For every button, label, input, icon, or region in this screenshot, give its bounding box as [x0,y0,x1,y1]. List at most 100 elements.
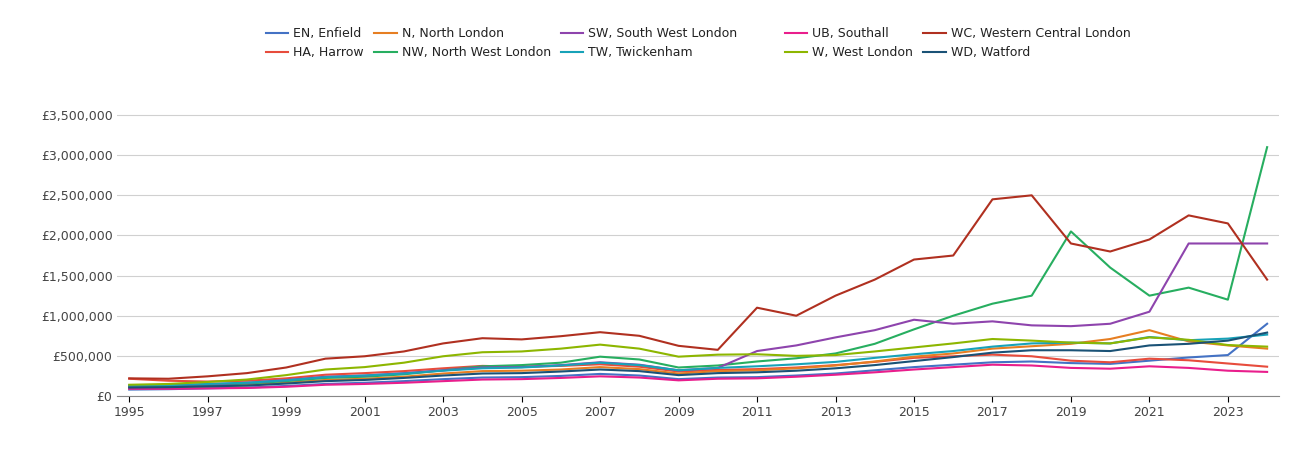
WD, Watford [632,369,647,374]
NW, North West London [395,372,411,377]
SW, South West London [1024,323,1040,328]
SW, South West London [278,377,294,382]
SW, South West London [632,362,647,367]
N, North London [395,374,411,379]
UB, Southall [356,381,372,387]
N, North London [317,377,333,382]
UB, Southall [867,369,882,375]
TW, Twickenham [239,380,254,386]
EN, Enfield [1142,358,1158,364]
HA, Harrow [985,352,1001,357]
TW, Twickenham [788,362,804,367]
TW, Twickenham [317,374,333,380]
UB, Southall [200,386,215,391]
HA, Harrow [200,379,215,384]
N, North London [710,369,726,374]
W, West London [239,377,254,382]
EN, Enfield [945,362,960,367]
W, West London [985,336,1001,342]
W, West London [200,379,215,385]
W, West London [1024,338,1040,343]
UB, Southall [906,367,921,372]
TW, Twickenham [710,365,726,371]
N, North London [356,376,372,382]
NW, North West London [1259,144,1275,150]
Line: N, North London: N, North London [129,330,1267,387]
SW, South West London [1220,241,1236,246]
Line: NW, North West London: NW, North West London [129,147,1267,387]
TW, Twickenham [395,371,411,376]
SW, South West London [1181,241,1197,246]
UB, Southall [1103,366,1118,371]
N, North London [827,363,843,368]
W, West London [395,360,411,365]
W, West London [1142,335,1158,340]
EN, Enfield [395,378,411,384]
SW, South West London [906,317,921,323]
SW, South West London [436,368,452,373]
UB, Southall [1181,365,1197,371]
EN, Enfield [710,375,726,380]
N, North London [121,385,137,390]
W, West London [1103,341,1118,346]
SW, South West London [1064,324,1079,329]
W, West London [671,354,686,360]
NW, North West London [985,301,1001,306]
EN, Enfield [475,375,491,380]
WD, Watford [592,367,608,372]
HA, Harrow [671,369,686,374]
EN, Enfield [278,383,294,389]
WD, Watford [475,371,491,376]
UB, Southall [121,386,137,391]
W, West London [710,352,726,357]
WD, Watford [514,370,530,376]
WC, Western Central London [356,354,372,359]
Line: EN, Enfield: EN, Enfield [129,324,1267,390]
TW, Twickenham [200,381,215,387]
SW, South West London [200,382,215,387]
EN, Enfield [514,374,530,380]
UB, Southall [1142,364,1158,369]
EN, Enfield [161,387,176,392]
HA, Harrow [317,372,333,378]
WC, Western Central London [710,347,726,352]
TW, Twickenham [514,365,530,370]
HA, Harrow [553,363,569,369]
W, West London [1064,340,1079,345]
EN, Enfield [356,380,372,386]
NW, North West London [632,357,647,362]
Line: WC, Western Central London: WC, Western Central London [129,195,1267,379]
WD, Watford [827,365,843,371]
TW, Twickenham [632,362,647,368]
HA, Harrow [1024,354,1040,359]
WD, Watford [553,369,569,374]
EN, Enfield [317,381,333,387]
TW, Twickenham [475,365,491,371]
HA, Harrow [121,376,137,382]
WD, Watford [436,373,452,378]
WC, Western Central London [1064,241,1079,246]
WD, Watford [121,385,137,390]
HA, Harrow [632,364,647,369]
HA, Harrow [1181,358,1197,363]
SW, South West London [749,348,765,354]
WD, Watford [1142,343,1158,348]
N, North London [161,384,176,390]
N, North London [1181,339,1197,344]
N, North London [906,354,921,360]
WD, Watford [985,350,1001,356]
SW, South West London [475,365,491,370]
HA, Harrow [1064,358,1079,364]
EN, Enfield [788,373,804,378]
HA, Harrow [1220,361,1236,366]
HA, Harrow [906,355,921,360]
UB, Southall [553,375,569,381]
HA, Harrow [356,370,372,376]
TW, Twickenham [1142,334,1158,340]
HA, Harrow [436,365,452,371]
TW, Twickenham [592,360,608,365]
Line: HA, Harrow: HA, Harrow [129,355,1267,382]
UB, Southall [1220,368,1236,373]
WC, Western Central London [161,376,176,382]
Line: UB, Southall: UB, Southall [129,364,1267,389]
